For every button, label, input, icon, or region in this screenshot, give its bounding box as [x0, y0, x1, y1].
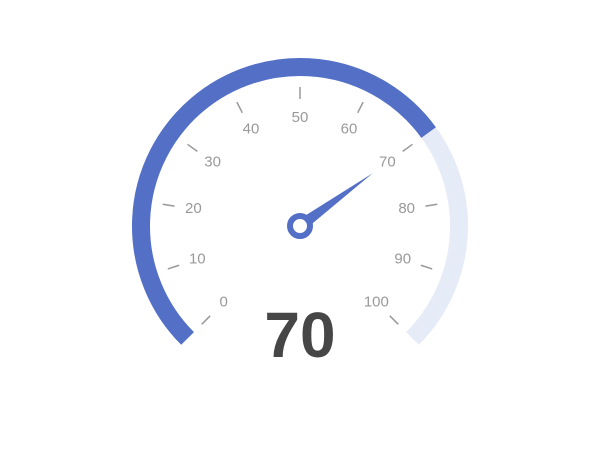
- gauge-tick-10: [167, 264, 180, 270]
- gauge-tick-label-80: 80: [398, 200, 415, 217]
- gauge-tick-label-0: 0: [219, 293, 227, 310]
- gauge-tick-label-60: 60: [341, 121, 358, 138]
- gauge-tick-label-70: 70: [379, 153, 396, 170]
- gauge-tick-label-100: 100: [364, 293, 389, 310]
- gauge-tick-labels: 0 10 20 30 40 50 60 70 80 90 100: [185, 109, 415, 310]
- gauge-tick-label-90: 90: [394, 250, 411, 267]
- gauge-pointer-hub: [287, 213, 313, 239]
- gauge-value-readout: 70: [264, 299, 335, 371]
- gauge-tick-20: [162, 203, 175, 207]
- gauge-tick-label-20: 20: [185, 200, 202, 217]
- gauge-tick-90: [420, 264, 433, 270]
- gauge-tick-label-30: 30: [204, 153, 221, 170]
- gauge-progress-arc: [131, 58, 436, 345]
- gauge-tick-label-50: 50: [292, 109, 309, 126]
- gauge-ticks: [162, 87, 438, 325]
- gauge-tick-100: [389, 315, 399, 325]
- gauge-tick-80: [425, 203, 438, 207]
- gauge-tick-0: [201, 315, 211, 325]
- gauge-pointer: [296, 173, 373, 231]
- gauge-tick-40: [236, 101, 244, 114]
- gauge-tick-60: [356, 101, 364, 114]
- gauge-tick-label-10: 10: [189, 250, 206, 267]
- gauge-tick-30: [187, 143, 198, 152]
- gauge-tick-70: [402, 143, 413, 152]
- gauge-tick-label-40: 40: [243, 121, 260, 138]
